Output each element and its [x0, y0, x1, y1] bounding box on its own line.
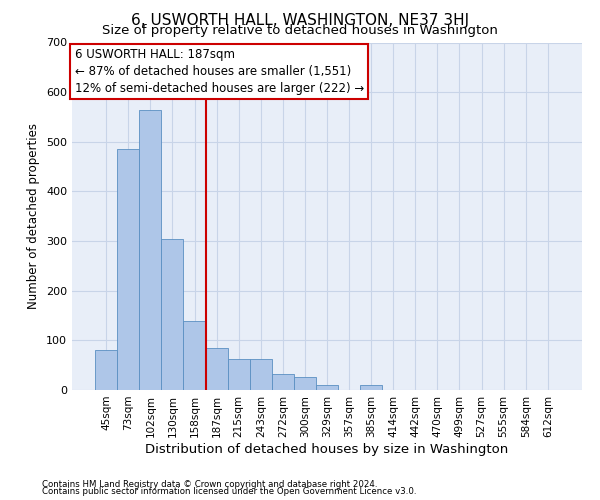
Text: Contains HM Land Registry data © Crown copyright and database right 2024.: Contains HM Land Registry data © Crown c… — [42, 480, 377, 489]
Y-axis label: Number of detached properties: Number of detached properties — [28, 123, 40, 309]
Bar — [250, 359, 272, 390]
Bar — [161, 238, 184, 390]
Text: 6, USWORTH HALL, WASHINGTON, NE37 3HJ: 6, USWORTH HALL, WASHINGTON, NE37 3HJ — [131, 12, 469, 28]
X-axis label: Distribution of detached houses by size in Washington: Distribution of detached houses by size … — [145, 442, 509, 456]
Bar — [294, 376, 316, 390]
Bar — [117, 149, 139, 390]
Bar — [184, 322, 206, 390]
Bar — [316, 384, 338, 390]
Bar — [95, 350, 117, 390]
Bar — [139, 110, 161, 390]
Bar — [206, 348, 227, 390]
Bar — [227, 359, 250, 390]
Text: Size of property relative to detached houses in Washington: Size of property relative to detached ho… — [102, 24, 498, 37]
Bar — [360, 385, 382, 390]
Text: 6 USWORTH HALL: 187sqm
← 87% of detached houses are smaller (1,551)
12% of semi-: 6 USWORTH HALL: 187sqm ← 87% of detached… — [74, 48, 364, 94]
Bar — [272, 374, 294, 390]
Text: Contains public sector information licensed under the Open Government Licence v3: Contains public sector information licen… — [42, 487, 416, 496]
